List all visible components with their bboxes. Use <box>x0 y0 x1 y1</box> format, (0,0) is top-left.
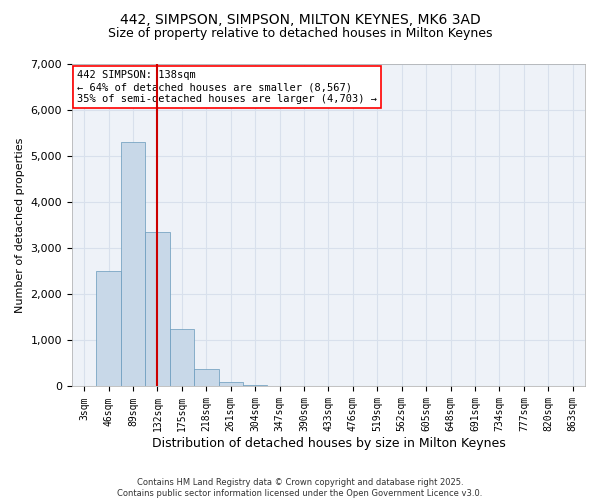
Bar <box>97 272 121 386</box>
Bar <box>218 382 243 386</box>
Bar <box>194 369 218 386</box>
X-axis label: Distribution of detached houses by size in Milton Keynes: Distribution of detached houses by size … <box>152 437 505 450</box>
Text: 442 SIMPSON: 138sqm
← 64% of detached houses are smaller (8,567)
35% of semi-det: 442 SIMPSON: 138sqm ← 64% of detached ho… <box>77 70 377 104</box>
Y-axis label: Number of detached properties: Number of detached properties <box>15 138 25 313</box>
Text: 442, SIMPSON, SIMPSON, MILTON KEYNES, MK6 3AD: 442, SIMPSON, SIMPSON, MILTON KEYNES, MK… <box>119 12 481 26</box>
Bar <box>145 232 170 386</box>
Text: Size of property relative to detached houses in Milton Keynes: Size of property relative to detached ho… <box>108 28 492 40</box>
Bar <box>121 142 145 386</box>
Text: Contains HM Land Registry data © Crown copyright and database right 2025.
Contai: Contains HM Land Registry data © Crown c… <box>118 478 482 498</box>
Bar <box>243 385 268 386</box>
Bar <box>170 329 194 386</box>
